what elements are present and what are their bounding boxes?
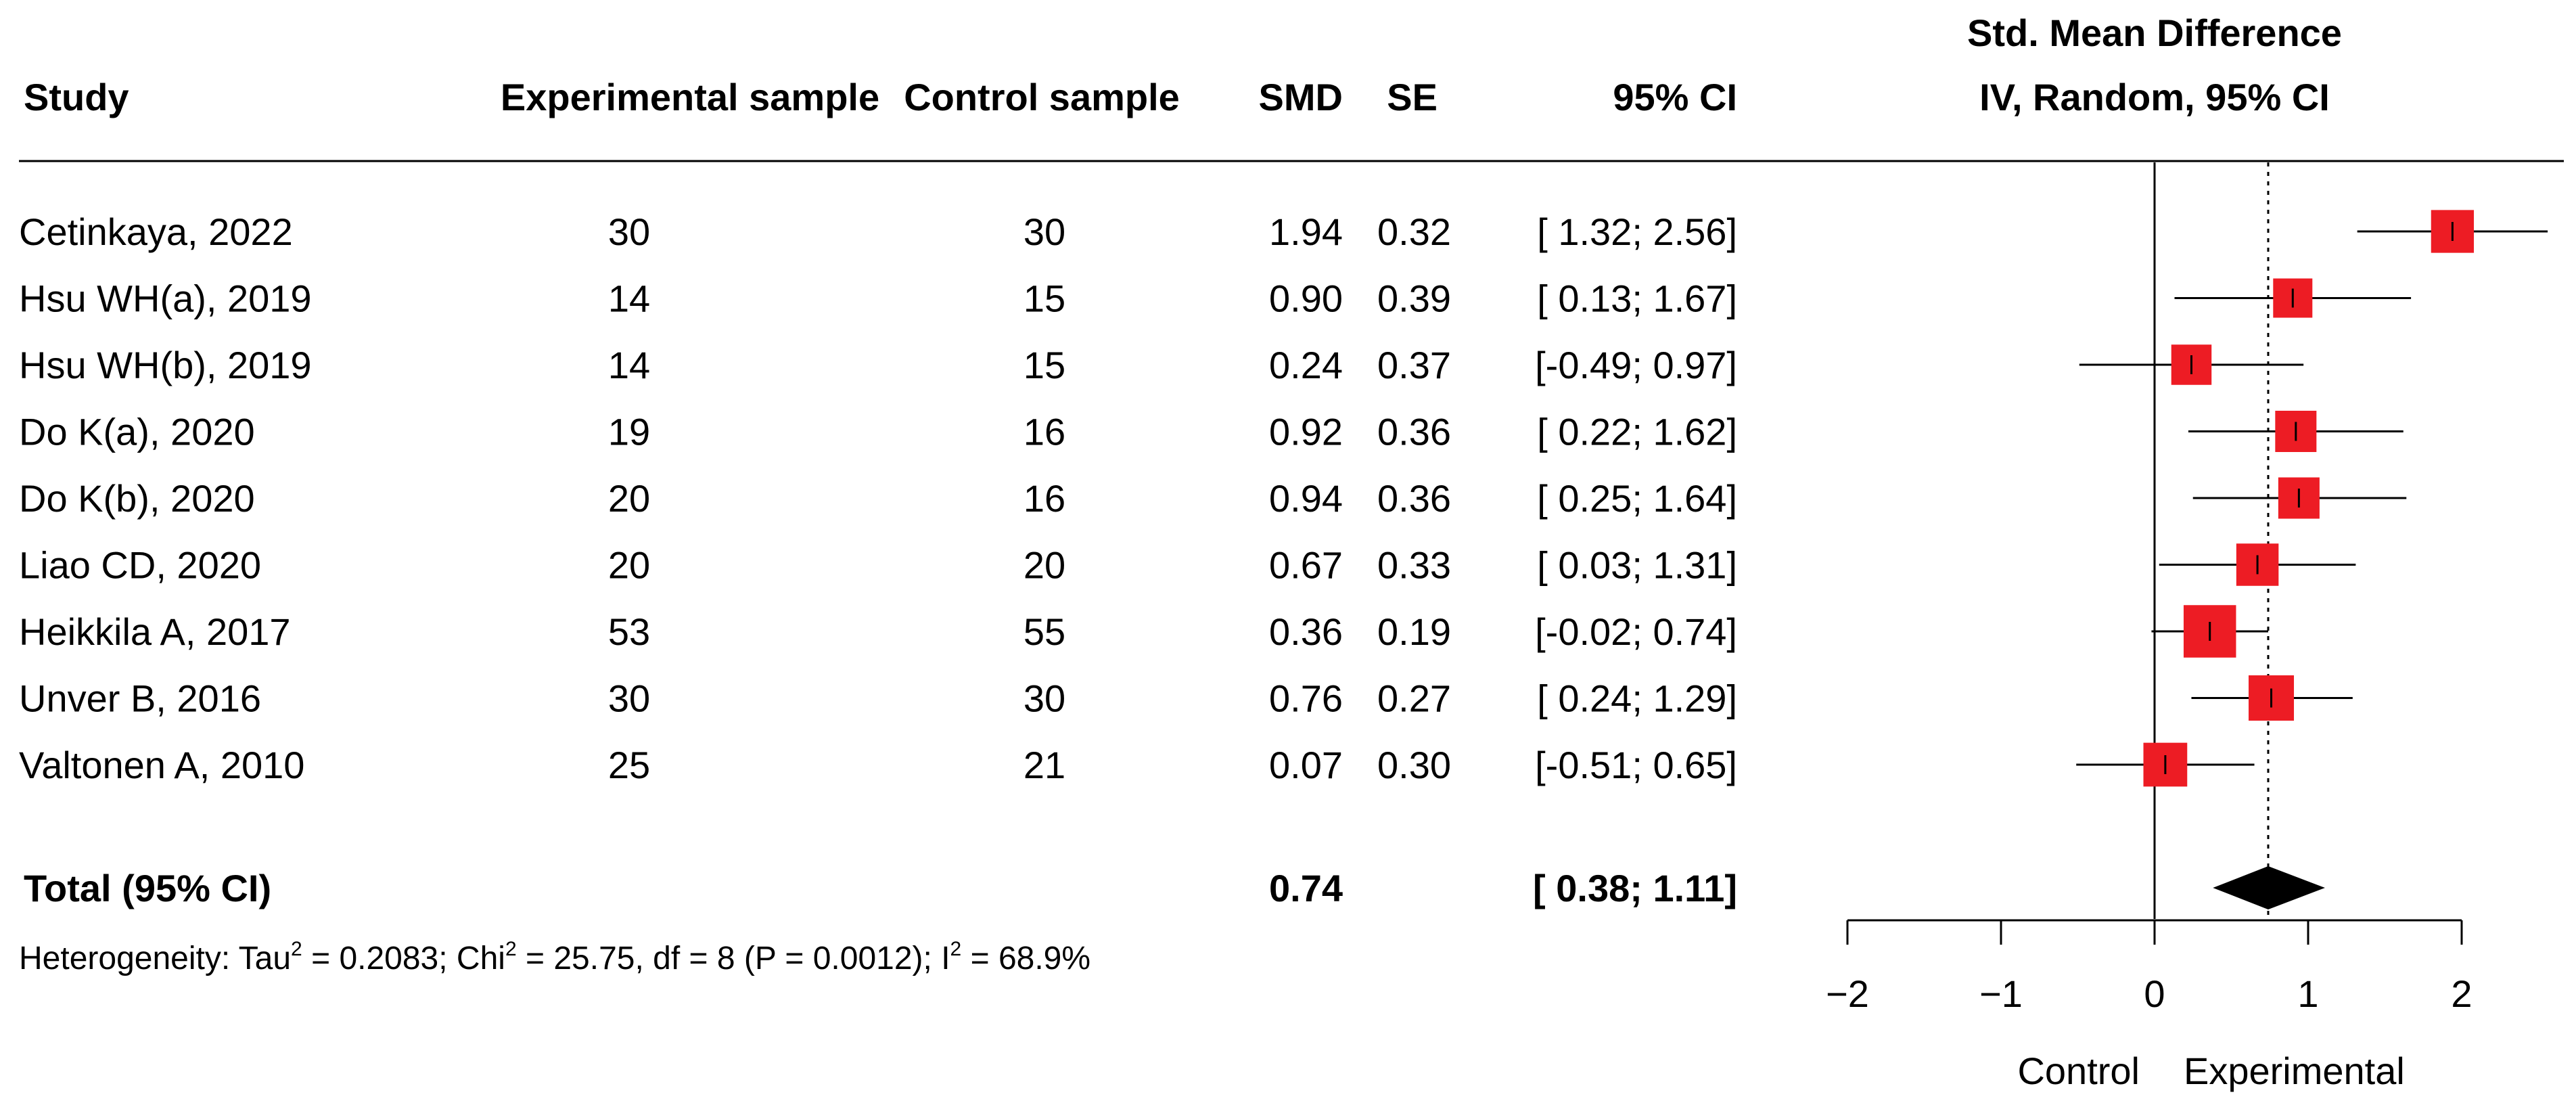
study-name: Hsu WH(b), 2019 <box>19 344 312 386</box>
study-name: Heikkila A, 2017 <box>19 610 291 653</box>
header-smd: SMD <box>1259 76 1343 118</box>
control-n: 16 <box>1024 477 1065 520</box>
study-name: Valtonen A, 2010 <box>19 744 304 786</box>
ci-value: [ 0.13; 1.67] <box>1537 277 1737 320</box>
control-n: 21 <box>1024 744 1065 786</box>
experimental-n: 53 <box>608 610 650 653</box>
smd-value: 0.92 <box>1269 411 1343 453</box>
het-i-label: = 25.75, df = 8 (P = 0.0012); I <box>517 941 950 976</box>
header-ci: 95% CI <box>1613 76 1737 118</box>
het-chi-sup: 2 <box>505 938 517 960</box>
plot-title-line1: Std. Mean Difference <box>1967 12 2342 54</box>
study-name: Do K(a), 2020 <box>19 411 255 453</box>
ci-value: [-0.51; 0.65] <box>1535 744 1737 786</box>
se-value: 0.36 <box>1377 411 1451 453</box>
control-n: 20 <box>1024 544 1065 587</box>
se-value: 0.19 <box>1377 610 1451 653</box>
smd-value: 0.07 <box>1269 744 1343 786</box>
experimental-n: 19 <box>608 411 650 453</box>
het-tau-sup: 2 <box>291 938 302 960</box>
control-n: 15 <box>1024 277 1065 320</box>
se-value: 0.36 <box>1377 477 1451 520</box>
smd-value: 0.76 <box>1269 677 1343 720</box>
control-n: 15 <box>1024 344 1065 386</box>
experimental-n: 25 <box>608 744 650 786</box>
se-value: 0.37 <box>1377 344 1451 386</box>
study-name: Liao CD, 2020 <box>19 544 261 587</box>
experimental-n: 14 <box>608 277 650 320</box>
heterogeneity-text: Heterogeneity: Tau2 = 0.2083; Chi2 = 25.… <box>19 938 1090 976</box>
se-value: 0.30 <box>1377 744 1451 786</box>
het-i-value: = 68.9% <box>961 941 1090 976</box>
smd-value: 0.67 <box>1269 544 1343 587</box>
ci-value: [ 1.32; 2.56] <box>1537 210 1737 253</box>
het-chi-label: = 0.2083; Chi <box>302 941 505 976</box>
study-rows: Cetinkaya, 2022 30 30 1.94 0.32 [ 1.32; 2.56]… <box>19 210 1737 786</box>
axis-label-control: Control <box>2017 1050 2140 1092</box>
smd-value: 0.90 <box>1269 277 1343 320</box>
ci-value: [ 0.03; 1.31] <box>1537 544 1737 587</box>
control-n: 30 <box>1024 677 1065 720</box>
control-n: 30 <box>1024 210 1065 253</box>
total-label: Total (95% CI) <box>24 867 271 909</box>
smd-value: 0.94 <box>1269 477 1343 520</box>
control-n: 55 <box>1024 610 1065 653</box>
total-smd: 0.74 <box>1269 867 1343 909</box>
experimental-n: 20 <box>608 477 650 520</box>
header-study: Study <box>24 76 129 118</box>
axis-label-experimental: Experimental <box>2184 1050 2405 1092</box>
ci-value: [-0.49; 0.97] <box>1535 344 1737 386</box>
se-value: 0.33 <box>1377 544 1451 587</box>
ci-value: [ 0.22; 1.62] <box>1537 411 1737 453</box>
se-value: 0.27 <box>1377 677 1451 720</box>
experimental-n: 30 <box>608 677 650 720</box>
het-i-sup: 2 <box>950 938 962 960</box>
het-tau-label: Heterogeneity: Tau <box>19 941 291 976</box>
total-ci: [ 0.38; 1.11] <box>1533 867 1737 909</box>
se-value: 0.32 <box>1377 210 1451 253</box>
study-name: Do K(b), 2020 <box>19 477 255 520</box>
ci-value: [ 0.24; 1.29] <box>1537 677 1737 720</box>
control-n: 16 <box>1024 411 1065 453</box>
experimental-n: 30 <box>608 210 650 253</box>
x-axis-tick-label: 0 <box>2144 972 2165 1015</box>
header-se: SE <box>1387 76 1438 118</box>
header-control-sample: Control sample <box>904 76 1180 118</box>
study-name: Cetinkaya, 2022 <box>19 210 293 253</box>
smd-value: 0.36 <box>1269 610 1343 653</box>
smd-value: 1.94 <box>1269 210 1343 253</box>
ci-value: [ 0.25; 1.64] <box>1537 477 1737 520</box>
header-experimental-sample: Experimental sample <box>501 76 879 118</box>
experimental-n: 20 <box>608 544 650 587</box>
pooled-diamond <box>2213 866 2325 909</box>
smd-value: 0.24 <box>1269 344 1343 386</box>
study-name: Hsu WH(a), 2019 <box>19 277 312 320</box>
x-axis-tick-label: 2 <box>2451 972 2472 1015</box>
x-axis-tick-label: 1 <box>2297 972 2318 1015</box>
x-axis-tick-label: −1 <box>1979 972 2023 1015</box>
x-axis-tick-label: −2 <box>1826 972 1869 1015</box>
experimental-n: 14 <box>608 344 650 386</box>
plot-area: −2 −1 0 1 2 <box>1826 162 2548 1015</box>
study-name: Unver B, 2016 <box>19 677 261 720</box>
se-value: 0.39 <box>1377 277 1451 320</box>
plot-title-line2: IV, Random, 95% CI <box>1979 76 2330 118</box>
ci-value: [-0.02; 0.74] <box>1535 610 1737 653</box>
